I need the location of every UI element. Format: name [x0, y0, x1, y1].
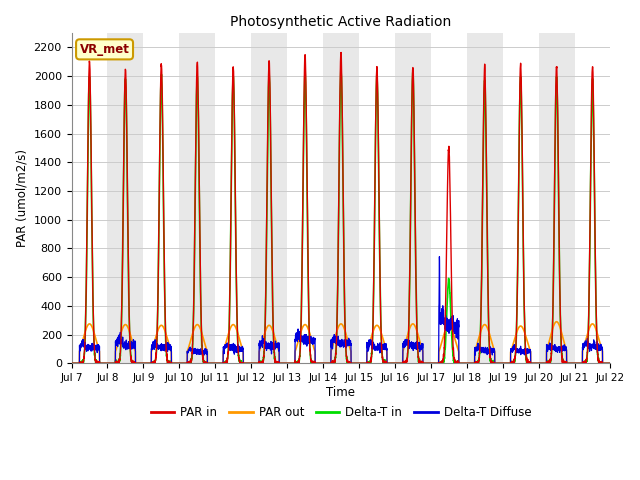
Legend: PAR in, PAR out, Delta-T in, Delta-T Diffuse: PAR in, PAR out, Delta-T in, Delta-T Dif…: [146, 401, 536, 423]
Bar: [431, 33, 467, 363]
Bar: [502, 33, 539, 363]
Bar: [215, 33, 251, 363]
Bar: [287, 33, 323, 363]
Bar: [143, 33, 179, 363]
X-axis label: Time: Time: [326, 386, 355, 399]
Bar: [179, 33, 215, 363]
Bar: [359, 33, 395, 363]
Bar: [72, 33, 108, 363]
Bar: [108, 33, 143, 363]
Bar: [467, 33, 502, 363]
Y-axis label: PAR (umol/m2/s): PAR (umol/m2/s): [15, 149, 28, 247]
Bar: [539, 33, 575, 363]
Bar: [395, 33, 431, 363]
Bar: [323, 33, 359, 363]
Bar: [251, 33, 287, 363]
Title: Photosynthetic Active Radiation: Photosynthetic Active Radiation: [230, 15, 452, 29]
Text: VR_met: VR_met: [79, 43, 129, 56]
Bar: [575, 33, 611, 363]
